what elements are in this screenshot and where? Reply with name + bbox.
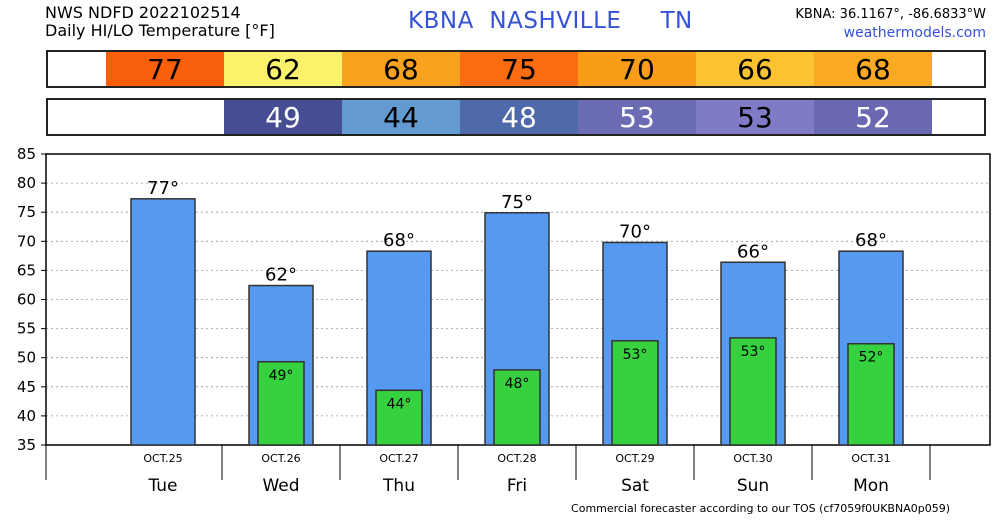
date-label: OCT.25	[143, 452, 182, 465]
temp-cell: 66	[696, 52, 814, 86]
low-temp-label: 53°	[623, 347, 648, 363]
high-temp-label: 66°	[737, 241, 769, 262]
low-temp-label: 44°	[387, 396, 412, 412]
date-label: OCT.30	[733, 452, 772, 465]
high-temp-label: 68°	[855, 230, 887, 251]
y-tick-label: 75	[17, 203, 36, 221]
temp-cell: 44	[342, 100, 460, 134]
low-temp-bar	[847, 342, 895, 446]
header-left: NWS NDFD 2022102514 Daily HI/LO Temperat…	[45, 4, 275, 40]
date-label: OCT.26	[261, 452, 300, 465]
low-temp-label: 52°	[859, 350, 884, 366]
temp-cell: 52	[814, 100, 932, 134]
y-tick-label: 80	[17, 174, 36, 192]
site-link[interactable]: weathermodels.com	[843, 25, 986, 41]
station-title: KBNA NASHVILLE TN	[408, 8, 693, 34]
day-label: Tue	[147, 476, 177, 496]
day-label: Thu	[382, 476, 415, 496]
low-temp-label: 49°	[269, 368, 294, 384]
y-tick-label: 85	[17, 145, 36, 163]
date-label: OCT.31	[851, 452, 890, 465]
y-tick-label: 50	[17, 349, 36, 367]
empty-cell	[932, 100, 984, 134]
footer-note: Commercial forecaster according to our T…	[571, 502, 950, 515]
temp-cell: 62	[224, 52, 342, 86]
temp-cell: 48	[460, 100, 578, 134]
date-label: OCT.27	[379, 452, 418, 465]
coordinates-label: KBNA: 36.1167°, -86.6833°W	[795, 7, 986, 22]
day-label: Wed	[262, 476, 299, 496]
y-tick-label: 35	[17, 436, 36, 454]
high-temp-label: 70°	[619, 221, 651, 242]
low-temp-label: 53°	[741, 344, 766, 360]
temp-cell: 49	[224, 100, 342, 134]
low-temp-strip: 49 44 48 53 53 52	[46, 98, 986, 136]
temp-cell: 53	[696, 100, 814, 134]
low-temp-bar	[257, 361, 305, 446]
y-tick-label: 45	[17, 378, 36, 396]
temp-cell: 75	[460, 52, 578, 86]
empty-cell	[48, 100, 224, 134]
day-label: Fri	[507, 476, 527, 496]
temp-cell: 68	[342, 52, 460, 86]
day-label: Sun	[737, 476, 769, 496]
high-temp-label: 75°	[501, 192, 533, 213]
low-temp-bar	[611, 340, 659, 446]
high-temp-strip: 77 62 68 75 70 66 68	[46, 50, 986, 88]
y-tick-label: 65	[17, 261, 36, 279]
temp-cell: 68	[814, 52, 932, 86]
y-tick-label: 60	[17, 291, 36, 309]
low-temp-bar	[729, 337, 777, 446]
y-tick-label: 40	[17, 407, 36, 425]
temp-cell: 53	[578, 100, 696, 134]
y-tick-label: 55	[17, 320, 36, 338]
temp-cell: 70	[578, 52, 696, 86]
low-temp-bar	[375, 389, 423, 446]
low-temp-bar	[493, 369, 541, 446]
empty-cell	[48, 52, 106, 86]
date-label: OCT.29	[615, 452, 654, 465]
date-label: OCT.28	[497, 452, 536, 465]
empty-cell	[932, 52, 984, 86]
model-run-label: NWS NDFD 2022102514	[45, 3, 241, 22]
high-temp-label: 68°	[383, 230, 415, 251]
y-tick-label: 70	[17, 232, 36, 250]
high-temp-bar	[130, 198, 196, 446]
temp-cell: 77	[106, 52, 224, 86]
product-label: Daily HI/LO Temperature [°F]	[45, 21, 275, 40]
high-temp-label: 77°	[147, 178, 179, 199]
day-label: Sat	[621, 476, 649, 496]
header-right: KBNA: 36.1167°, -86.6833°W weathermodels…	[795, 5, 986, 43]
day-label: Mon	[853, 476, 889, 496]
low-temp-label: 48°	[505, 376, 530, 392]
high-temp-label: 62°	[265, 265, 297, 286]
